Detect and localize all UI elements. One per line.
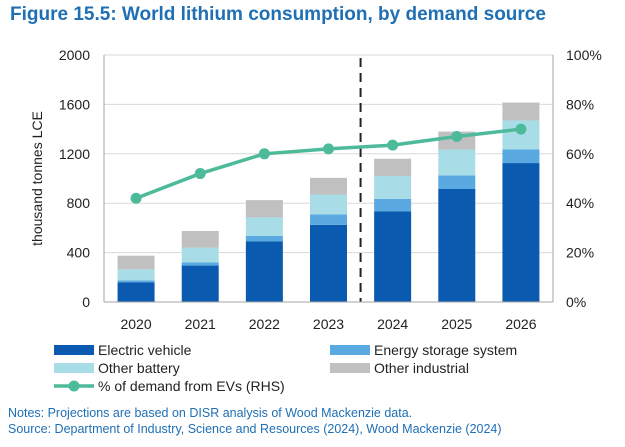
bar-segment xyxy=(310,177,347,195)
ev-share-point xyxy=(194,168,206,180)
x-tick-label: 2020 xyxy=(120,316,151,332)
notes-text: Notes: Projections are based on DISR ana… xyxy=(8,406,413,420)
ev-share-point xyxy=(258,148,270,160)
bar-segment xyxy=(374,176,412,199)
bar-segment xyxy=(245,217,283,236)
legend-label: % of demand from EVs (RHS) xyxy=(98,378,285,394)
bar-segment xyxy=(181,230,219,248)
bar-segment xyxy=(310,194,347,215)
bar-segment xyxy=(117,280,155,283)
legend-line-marker xyxy=(68,380,80,392)
bar-segment xyxy=(438,175,476,189)
source-text: Source: Department of Industry, Science … xyxy=(8,422,502,436)
y2-tick-label: 40% xyxy=(566,195,594,211)
bar-segment xyxy=(438,188,476,302)
legend-swatch xyxy=(54,345,94,355)
bar-segment xyxy=(374,211,412,302)
bar-segment xyxy=(374,198,412,212)
legend-swatch xyxy=(330,363,370,373)
ev-share-line xyxy=(130,123,527,204)
figure-title: Figure 15.5: World lithium consumption, … xyxy=(10,4,546,25)
ev-share-point xyxy=(515,123,527,135)
bar-segment xyxy=(502,163,540,302)
bar-segment xyxy=(117,282,155,302)
x-tick-label: 2026 xyxy=(505,316,536,332)
y2-tick-label: 20% xyxy=(566,245,594,261)
legend: Electric vehicle Energy storage system Oth… xyxy=(54,342,517,394)
bar-segment xyxy=(502,149,540,164)
bar-segment xyxy=(245,235,283,242)
x-tick-label: 2024 xyxy=(377,316,408,332)
y2-tick-label: 100% xyxy=(566,47,602,63)
bar-segment xyxy=(117,269,155,281)
bar-segment xyxy=(245,241,283,302)
y-tick-label: 400 xyxy=(67,245,91,261)
legend-swatch xyxy=(54,363,94,373)
legend-swatch xyxy=(330,345,370,355)
y-tick-label: 1600 xyxy=(59,96,90,112)
bar-segment xyxy=(181,262,219,266)
y2-tick-label: 60% xyxy=(566,146,594,162)
ev-share-point xyxy=(323,143,334,155)
y2-tick-label: 0% xyxy=(566,294,586,310)
bar-segment xyxy=(181,247,219,263)
bar-segment xyxy=(245,200,283,218)
bar-segment xyxy=(117,255,155,270)
bar-segment xyxy=(181,265,219,302)
legend-label: Energy storage system xyxy=(374,342,517,358)
legend-label: Electric vehicle xyxy=(98,342,192,358)
y-tick-label: 1200 xyxy=(59,146,90,162)
bar-segment xyxy=(310,214,347,225)
ev-share-point xyxy=(387,139,399,151)
bar-segment xyxy=(374,158,412,177)
y-tick-label: 2000 xyxy=(59,47,90,63)
x-tick-label: 2021 xyxy=(185,316,216,332)
x-tick-label: 2022 xyxy=(249,316,280,332)
legend-label: Other battery xyxy=(98,360,180,376)
axes: 0 0% 400 20% 800 40% 1200 60% 1600 80% 2000 100% tho… xyxy=(29,47,602,332)
y2-tick-label: 80% xyxy=(566,96,594,112)
x-tick-label: 2023 xyxy=(313,316,344,332)
bars xyxy=(117,102,540,302)
x-tick-label: 2025 xyxy=(441,316,472,332)
y-tick-label: 800 xyxy=(67,195,91,211)
ev-share-point xyxy=(130,192,142,204)
y-tick-label: 0 xyxy=(82,294,90,310)
bar-segment xyxy=(438,149,476,176)
legend-label: Other industrial xyxy=(374,360,469,376)
y-axis-title: thousand tonnes LCE xyxy=(29,111,45,246)
bar-segment xyxy=(310,224,347,302)
ev-share-point xyxy=(451,131,463,143)
bar-segment xyxy=(502,102,540,121)
